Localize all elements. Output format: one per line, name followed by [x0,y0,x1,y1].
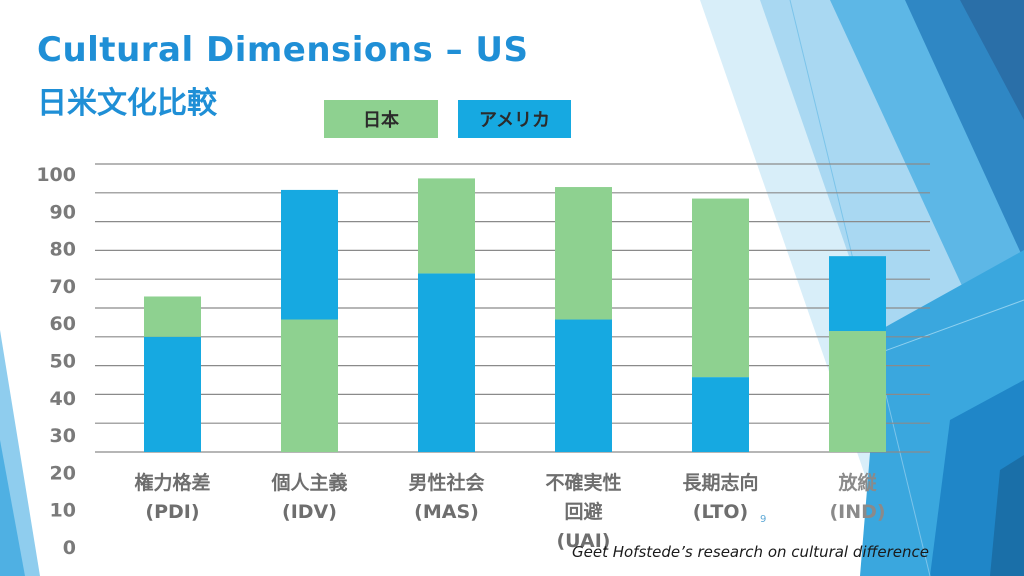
y-tick-label: 40 [50,388,76,410]
legend-label-usa: アメリカ [478,110,551,131]
slide-subtitle: 日米文化比較 [37,86,217,121]
bar-segment-top [692,198,749,378]
legend-item-usa: アメリカ [458,100,571,138]
bar-segment-bottom [281,319,338,452]
bar-segment-top [418,178,475,274]
bar-segment-top [144,296,201,337]
category-label: 回避 [564,500,602,523]
page-number: 9 [760,514,767,525]
category-label: (UAI) [557,530,611,552]
y-tick-label: 80 [50,239,76,261]
category-label: 個人主義 [270,471,347,494]
bar-segment-bottom [555,319,612,452]
y-tick-label: 30 [50,425,76,447]
category-label: 権力格差 [134,471,210,494]
legend-item-japan: 日本 [324,100,438,138]
bar-segment-bottom [418,273,475,452]
slide-title: Cultural Dimensions – US [37,30,529,70]
category-label: (MAS) [414,501,479,523]
bar-segment-bottom [829,331,886,452]
legend-label-japan: 日本 [363,110,399,131]
category-label: 長期志向 [682,471,758,494]
y-tick-label: 90 [50,201,76,223]
category-label: (PDI) [145,501,199,523]
category-label: (IND) [829,501,885,523]
category-label: 放縦 [837,471,877,494]
bars [144,178,886,452]
category-label: (IDV) [282,501,337,523]
y-tick-label: 50 [50,351,76,373]
y-tick-label: 20 [50,462,76,484]
bar-segment-bottom [144,336,201,452]
y-tick-label: 70 [50,276,76,298]
bar-segment-top [829,256,886,332]
bar-segment-bottom [692,377,749,452]
y-tick-label: 100 [36,164,76,186]
category-label: 不確実性 [545,471,621,494]
grid-lines [95,163,930,453]
bar-segment-top [281,189,338,320]
y-tick-label: 60 [50,313,76,335]
footnote-source: Geet Hofstede’s research on cultural dif… [572,543,929,561]
category-label: 男性社会 [408,471,484,494]
y-tick-label: 0 [63,537,76,559]
y-tick-label: 10 [50,500,76,522]
bar-segment-top [555,187,612,320]
category-label: (LTO) [693,501,748,523]
